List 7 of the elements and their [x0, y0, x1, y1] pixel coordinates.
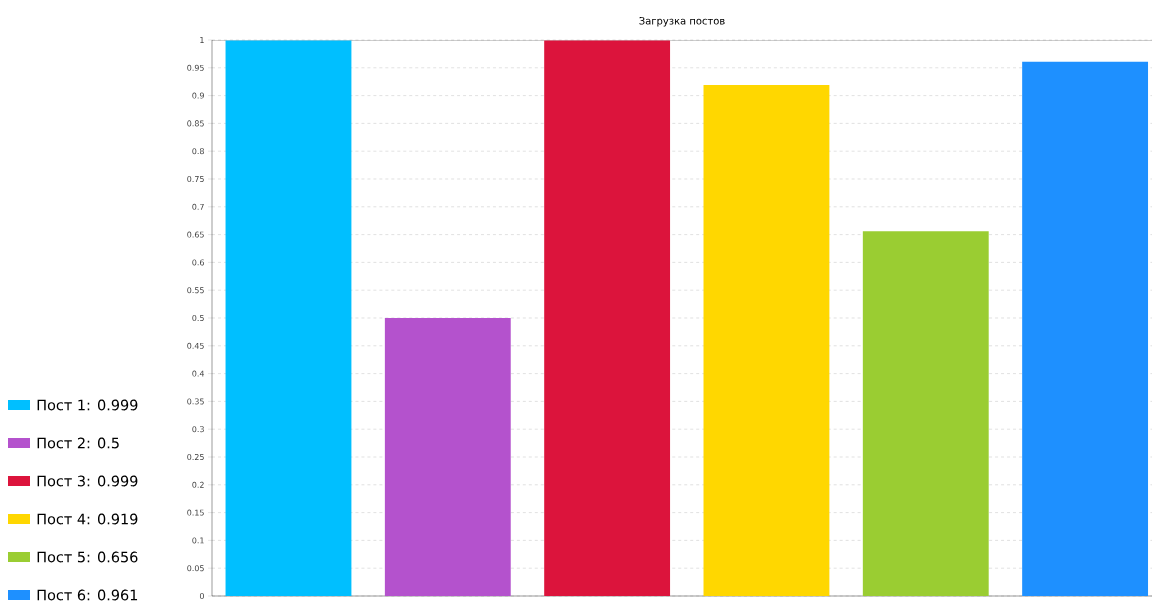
- legend-label: Пост 2: 0.5: [37, 437, 119, 449]
- legend-label: Пост 1: 0.999: [37, 399, 138, 411]
- chart-title: Загрузка постов: [639, 17, 725, 27]
- legend-label: Пост 3: 0.999: [37, 475, 138, 487]
- legend-label: Пост 6: 0.961: [37, 589, 138, 601]
- legend-label: Пост 4: 0.919: [37, 513, 138, 525]
- legend-label: Пост 5: 0.656: [37, 551, 138, 563]
